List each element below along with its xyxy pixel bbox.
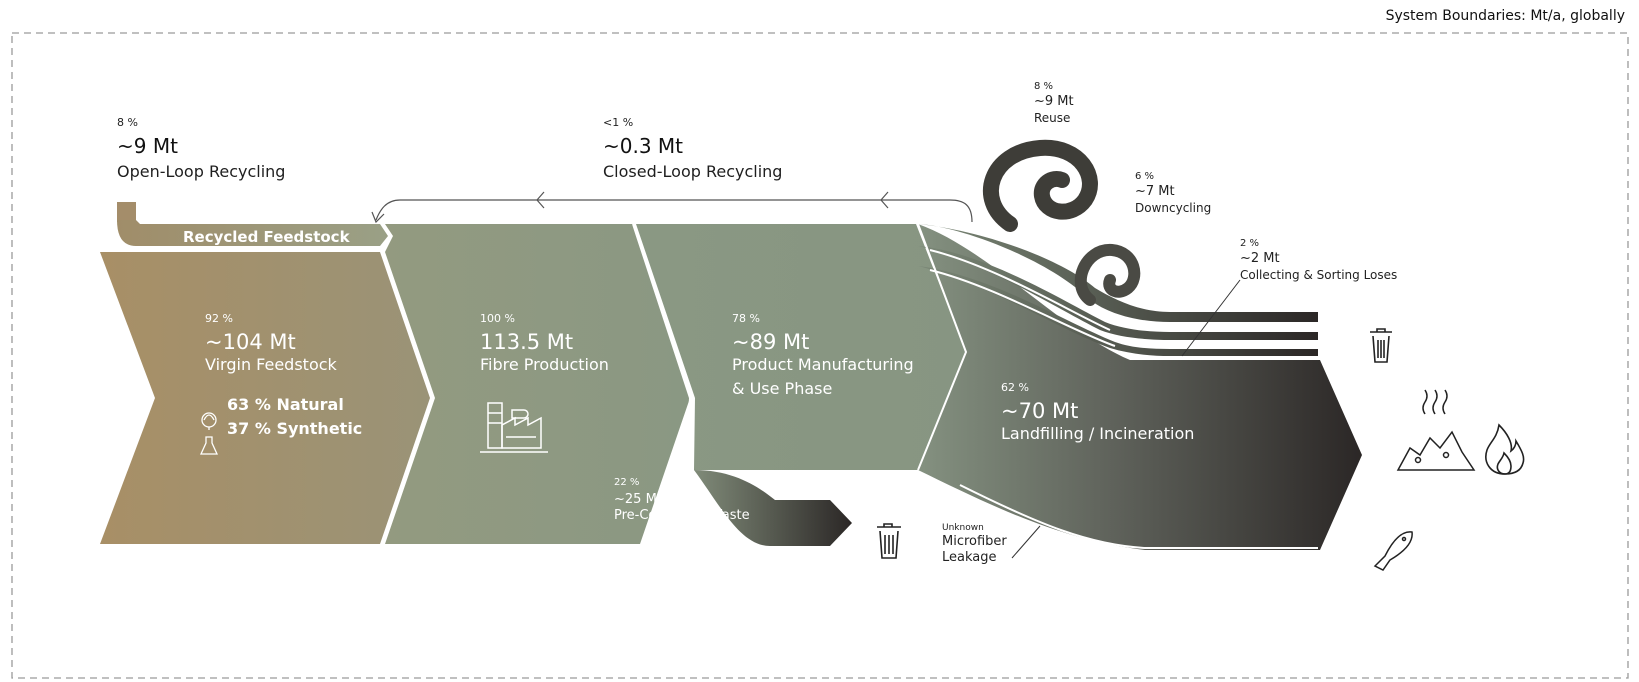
closed-loop-arrowhead — [372, 212, 384, 222]
downcycling-value: ~7 Mt — [1135, 184, 1211, 200]
system-boundaries-label: System Boundaries: Mt/a, globally — [1386, 8, 1625, 24]
pre-consumer-label: 22 % ~25 Mt Pre-Consumer Waste — [614, 476, 750, 524]
collecting-name: Collecting & Sorting Loses — [1240, 267, 1397, 283]
landfill-value: ~70 Mt — [1001, 398, 1194, 424]
virgin-name: Virgin Feedstock — [205, 355, 362, 375]
landfill-label: 62 % ~70 Mt Landfilling / Incineration — [1001, 381, 1194, 444]
downcycling-spiral — [1081, 250, 1135, 300]
microfiber-line3: Leakage — [942, 550, 1007, 566]
product-pct: 78 % — [732, 312, 914, 326]
closed-loop-arc — [376, 200, 972, 222]
collecting-pct: 2 % — [1240, 237, 1397, 251]
trash-icon — [1370, 329, 1392, 362]
virgin-pct: 92 % — [205, 312, 362, 326]
product-value: ~89 Mt — [732, 329, 914, 355]
reuse-name: Reuse — [1034, 110, 1074, 126]
microfiber-leader-line — [1012, 526, 1040, 558]
downcycling-label: 6 % ~7 Mt Downcycling — [1135, 170, 1211, 216]
fish-icon — [1375, 532, 1412, 570]
collecting-value: ~2 Mt — [1240, 251, 1397, 267]
product-name-line2: & Use Phase — [732, 379, 914, 399]
landfill-name: Landfilling / Incineration — [1001, 424, 1194, 444]
microfiber-line2: Microfiber — [942, 534, 1007, 550]
reuse-value: ~9 Mt — [1034, 94, 1074, 110]
closed-loop-name: Closed-Loop Recycling — [603, 162, 782, 182]
closed-loop-label: <1 % ~0.3 Mt Closed-Loop Recycling — [603, 116, 782, 182]
microfiber-label: Unknown Microfiber Leakage — [942, 522, 1007, 566]
product-manufacturing-label: 78 % ~89 Mt Product Manufacturing & Use … — [732, 312, 914, 399]
collecting-label: 2 % ~2 Mt Collecting & Sorting Loses — [1240, 237, 1397, 283]
pre-consumer-name: Pre-Consumer Waste — [614, 508, 750, 524]
fibre-value: 113.5 Mt — [480, 329, 609, 355]
microfiber-line1: Unknown — [942, 522, 1007, 534]
reuse-label: 8 % ~9 Mt Reuse — [1034, 80, 1074, 126]
fibre-production-label: 100 % 113.5 Mt Fibre Production — [480, 312, 609, 375]
reuse-pct: 8 % — [1034, 80, 1074, 94]
trash-icon — [877, 524, 901, 558]
downcycling-pct: 6 % — [1135, 170, 1211, 184]
closed-loop-pct: <1 % — [603, 116, 782, 130]
virgin-value: ~104 Mt — [205, 329, 362, 355]
virgin-synthetic: 37 % Synthetic — [205, 419, 362, 439]
fibre-name: Fibre Production — [480, 355, 609, 375]
pre-consumer-pct: 22 % — [614, 476, 750, 490]
fibre-pct: 100 % — [480, 312, 609, 326]
product-name-line1: Product Manufacturing — [732, 355, 914, 375]
virgin-feedstock-label: 92 % ~104 Mt Virgin Feedstock 63 % Natur… — [205, 312, 362, 439]
downcycling-name: Downcycling — [1135, 200, 1211, 216]
reuse-spiral — [991, 148, 1090, 224]
open-loop-value: ~9 Mt — [117, 134, 285, 158]
flame-icon — [1486, 425, 1524, 474]
open-loop-name: Open-Loop Recycling — [117, 162, 285, 182]
landfill-pct: 62 % — [1001, 381, 1194, 395]
open-loop-pct: 8 % — [117, 116, 285, 130]
virgin-natural: 63 % Natural — [205, 395, 362, 415]
pre-consumer-value: ~25 Mt — [614, 492, 750, 508]
open-loop-stub — [117, 202, 136, 222]
recycled-feedstock-label: Recycled Feedstock — [183, 228, 350, 246]
open-loop-label: 8 % ~9 Mt Open-Loop Recycling — [117, 116, 285, 182]
closed-loop-value: ~0.3 Mt — [603, 134, 782, 158]
landfill-icon — [1398, 390, 1474, 470]
